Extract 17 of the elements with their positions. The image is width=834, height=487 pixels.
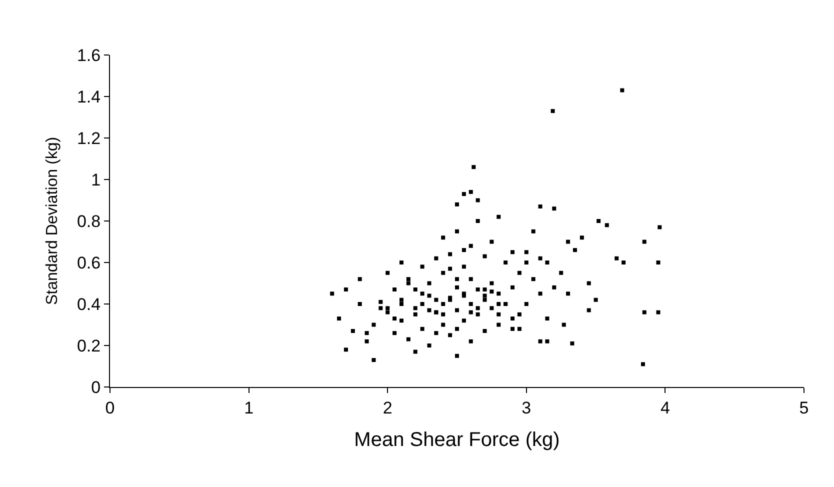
x-tick-label: 0 — [105, 398, 115, 418]
y-tick-label: 0.4 — [76, 294, 101, 314]
y-tick-label: 1.4 — [76, 87, 101, 106]
x-axis-title: Mean Shear Force (kg) — [354, 428, 560, 451]
y-tick-label: 0.8 — [76, 212, 101, 231]
x-tick-label: 2 — [382, 398, 392, 418]
y-tick-label: 0 — [91, 378, 101, 397]
x-tick-label: 1 — [244, 398, 254, 418]
x-tick-label: 3 — [522, 398, 532, 418]
y-axis-title: Standard Deviation (kg) — [44, 136, 61, 306]
y-tick-label: 1.6 — [76, 46, 101, 65]
x-tick-label: 4 — [660, 398, 670, 418]
y-tick-label: 0.2 — [76, 336, 101, 356]
y-tick-label: 1.2 — [76, 128, 101, 148]
y-tick-label: 1 — [91, 170, 101, 190]
y-tick-label: 0.6 — [76, 253, 101, 272]
x-tick-label: 5 — [799, 398, 809, 418]
